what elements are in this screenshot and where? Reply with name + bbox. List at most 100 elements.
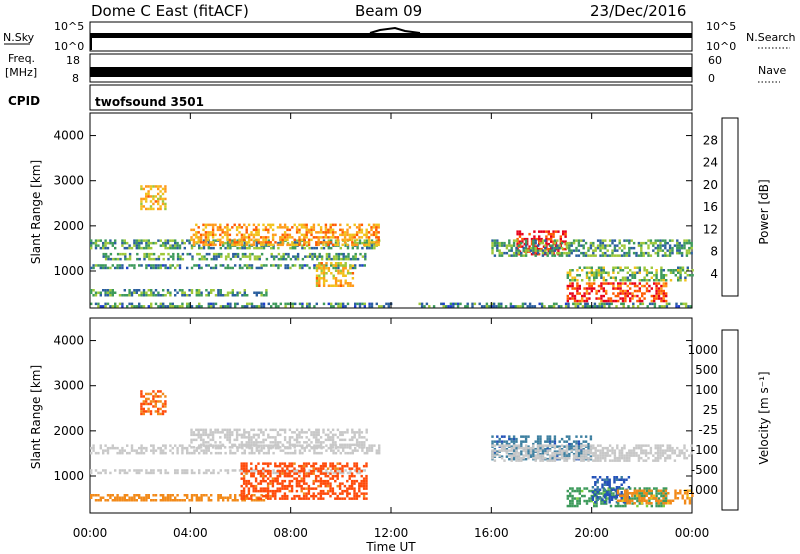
echo-cell bbox=[344, 305, 347, 308]
power-colorbar-tick: 16 bbox=[703, 200, 718, 214]
echo-cell bbox=[327, 428, 330, 432]
echo-cell bbox=[350, 479, 354, 483]
echo-cell bbox=[190, 469, 194, 472]
echo-cell bbox=[565, 456, 569, 460]
echo-cell bbox=[231, 443, 234, 447]
echo-cell bbox=[351, 233, 354, 237]
echo-cell bbox=[214, 294, 218, 297]
echo-cell bbox=[626, 489, 629, 492]
echo-cell bbox=[544, 249, 547, 252]
echo-cell bbox=[660, 266, 663, 269]
echo-cell bbox=[114, 291, 117, 294]
echo-cell bbox=[498, 444, 501, 447]
echo-cell bbox=[346, 492, 349, 495]
echo-cell bbox=[656, 459, 660, 462]
echo-cell bbox=[584, 435, 588, 438]
echo-cell bbox=[633, 276, 637, 279]
echo-cell bbox=[188, 239, 191, 242]
echo-cell bbox=[104, 471, 107, 475]
echo-cell bbox=[339, 451, 342, 455]
echo-cell bbox=[135, 246, 138, 250]
echo-cell bbox=[331, 462, 335, 465]
echo-cell bbox=[278, 497, 282, 500]
echo-cell bbox=[681, 269, 685, 272]
echo-cell bbox=[332, 284, 335, 287]
echo-cell bbox=[154, 405, 157, 408]
echo-cell bbox=[615, 496, 619, 499]
echo-cell bbox=[515, 449, 518, 452]
echo-cell bbox=[161, 412, 165, 416]
echo-cell bbox=[138, 294, 141, 297]
echo-cell bbox=[166, 499, 170, 502]
echo-cell bbox=[174, 444, 177, 447]
echo-cell bbox=[584, 454, 588, 457]
echo-cell bbox=[521, 232, 524, 236]
echo-cell bbox=[272, 471, 275, 475]
echo-cell bbox=[288, 469, 291, 473]
echo-cell bbox=[279, 449, 282, 452]
echo-cell bbox=[310, 233, 313, 237]
echo-cell bbox=[650, 494, 653, 497]
echo-cell bbox=[262, 479, 265, 483]
echo-cell bbox=[301, 444, 304, 447]
echo-cell bbox=[242, 469, 246, 473]
echo-cell bbox=[235, 226, 239, 229]
echo-cell bbox=[94, 239, 98, 242]
echo-cell bbox=[286, 497, 289, 500]
echo-cell bbox=[548, 447, 552, 451]
echo-cell bbox=[554, 230, 558, 233]
echo-cell bbox=[548, 305, 551, 308]
echo-cell bbox=[109, 241, 112, 245]
echo-cell bbox=[140, 264, 143, 267]
echo-cell bbox=[493, 444, 497, 447]
echo-cell bbox=[370, 228, 373, 232]
echo-cell bbox=[94, 246, 98, 250]
echo-cell bbox=[580, 442, 583, 446]
echo-cell bbox=[623, 251, 626, 255]
echo-cell bbox=[683, 454, 686, 457]
echo-cell bbox=[319, 231, 323, 234]
echo-cell bbox=[308, 302, 311, 306]
echo-cell bbox=[599, 454, 602, 457]
echo-cell bbox=[334, 243, 337, 247]
echo-cell bbox=[207, 441, 210, 444]
echo-cell bbox=[195, 428, 198, 432]
echo-cell bbox=[360, 469, 363, 473]
echo-cell bbox=[518, 230, 522, 233]
echo-cell bbox=[260, 264, 263, 267]
echo-cell bbox=[650, 489, 653, 492]
nsky-trace bbox=[90, 33, 692, 38]
echo-cell bbox=[613, 481, 616, 484]
echo-cell bbox=[317, 446, 320, 449]
echo-cell bbox=[157, 446, 160, 450]
echo-cell bbox=[567, 302, 570, 306]
echo-cell bbox=[343, 241, 347, 244]
echo-cell bbox=[248, 451, 251, 455]
echo-cell bbox=[351, 449, 354, 452]
echo-cell bbox=[594, 476, 597, 479]
echo-cell bbox=[200, 291, 203, 294]
echo-cell bbox=[623, 246, 626, 250]
echo-cell bbox=[145, 207, 148, 211]
echo-cell bbox=[609, 299, 613, 303]
echo-cell bbox=[595, 269, 598, 272]
echo-cell bbox=[576, 274, 579, 277]
echo-cell bbox=[186, 266, 189, 270]
echo-cell bbox=[147, 392, 150, 396]
echo-cell bbox=[551, 246, 554, 250]
echo-cell bbox=[211, 241, 215, 244]
echo-cell bbox=[534, 447, 537, 451]
echo-cell bbox=[269, 474, 272, 478]
echo-cell bbox=[250, 472, 253, 475]
echo-cell bbox=[563, 452, 566, 456]
echo-cell bbox=[322, 464, 325, 468]
echo-cell bbox=[524, 251, 528, 255]
echo-cell bbox=[606, 449, 609, 452]
echo-cell bbox=[662, 299, 665, 303]
echo-cell bbox=[138, 305, 141, 308]
echo-cell bbox=[291, 436, 294, 439]
echo-cell bbox=[673, 459, 677, 462]
echo-cell bbox=[355, 479, 359, 483]
echo-cell bbox=[161, 192, 165, 196]
echo-cell bbox=[325, 279, 328, 282]
